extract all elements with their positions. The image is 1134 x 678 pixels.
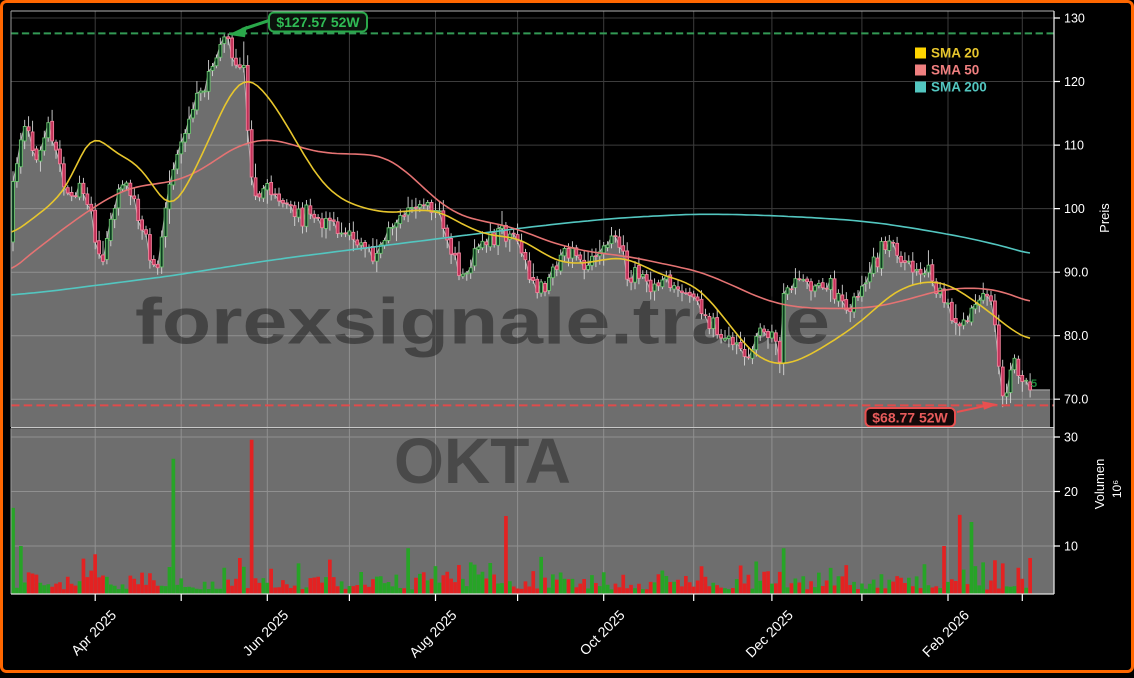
svg-text:OKTA: OKTA	[394, 425, 571, 497]
svg-text:30: 30	[1064, 431, 1078, 445]
svg-text:120: 120	[1064, 75, 1085, 89]
svg-text:70.0: 70.0	[1064, 393, 1088, 407]
svg-text:Volumen: Volumen	[1092, 459, 1107, 510]
svg-text:80.0: 80.0	[1064, 329, 1088, 343]
svg-text:SMA 20: SMA 20	[931, 46, 979, 61]
svg-text:100: 100	[1064, 202, 1085, 216]
svg-text:20: 20	[1064, 485, 1078, 499]
svg-text:130: 130	[1064, 12, 1085, 26]
svg-text:Preis: Preis	[1097, 203, 1112, 233]
svg-text:SMA 50: SMA 50	[931, 63, 979, 78]
svg-text:90.0: 90.0	[1064, 266, 1088, 280]
svg-text:10⁶: 10⁶	[1110, 480, 1124, 498]
svg-text:SMA 200: SMA 200	[931, 80, 987, 95]
svg-text:110: 110	[1064, 139, 1084, 153]
svg-text:$127.57 52W: $127.57 52W	[276, 14, 360, 30]
svg-text:$68.77 52W: $68.77 52W	[872, 410, 948, 426]
svg-text:5: 5	[1031, 378, 1037, 390]
svg-text:10: 10	[1064, 540, 1078, 554]
